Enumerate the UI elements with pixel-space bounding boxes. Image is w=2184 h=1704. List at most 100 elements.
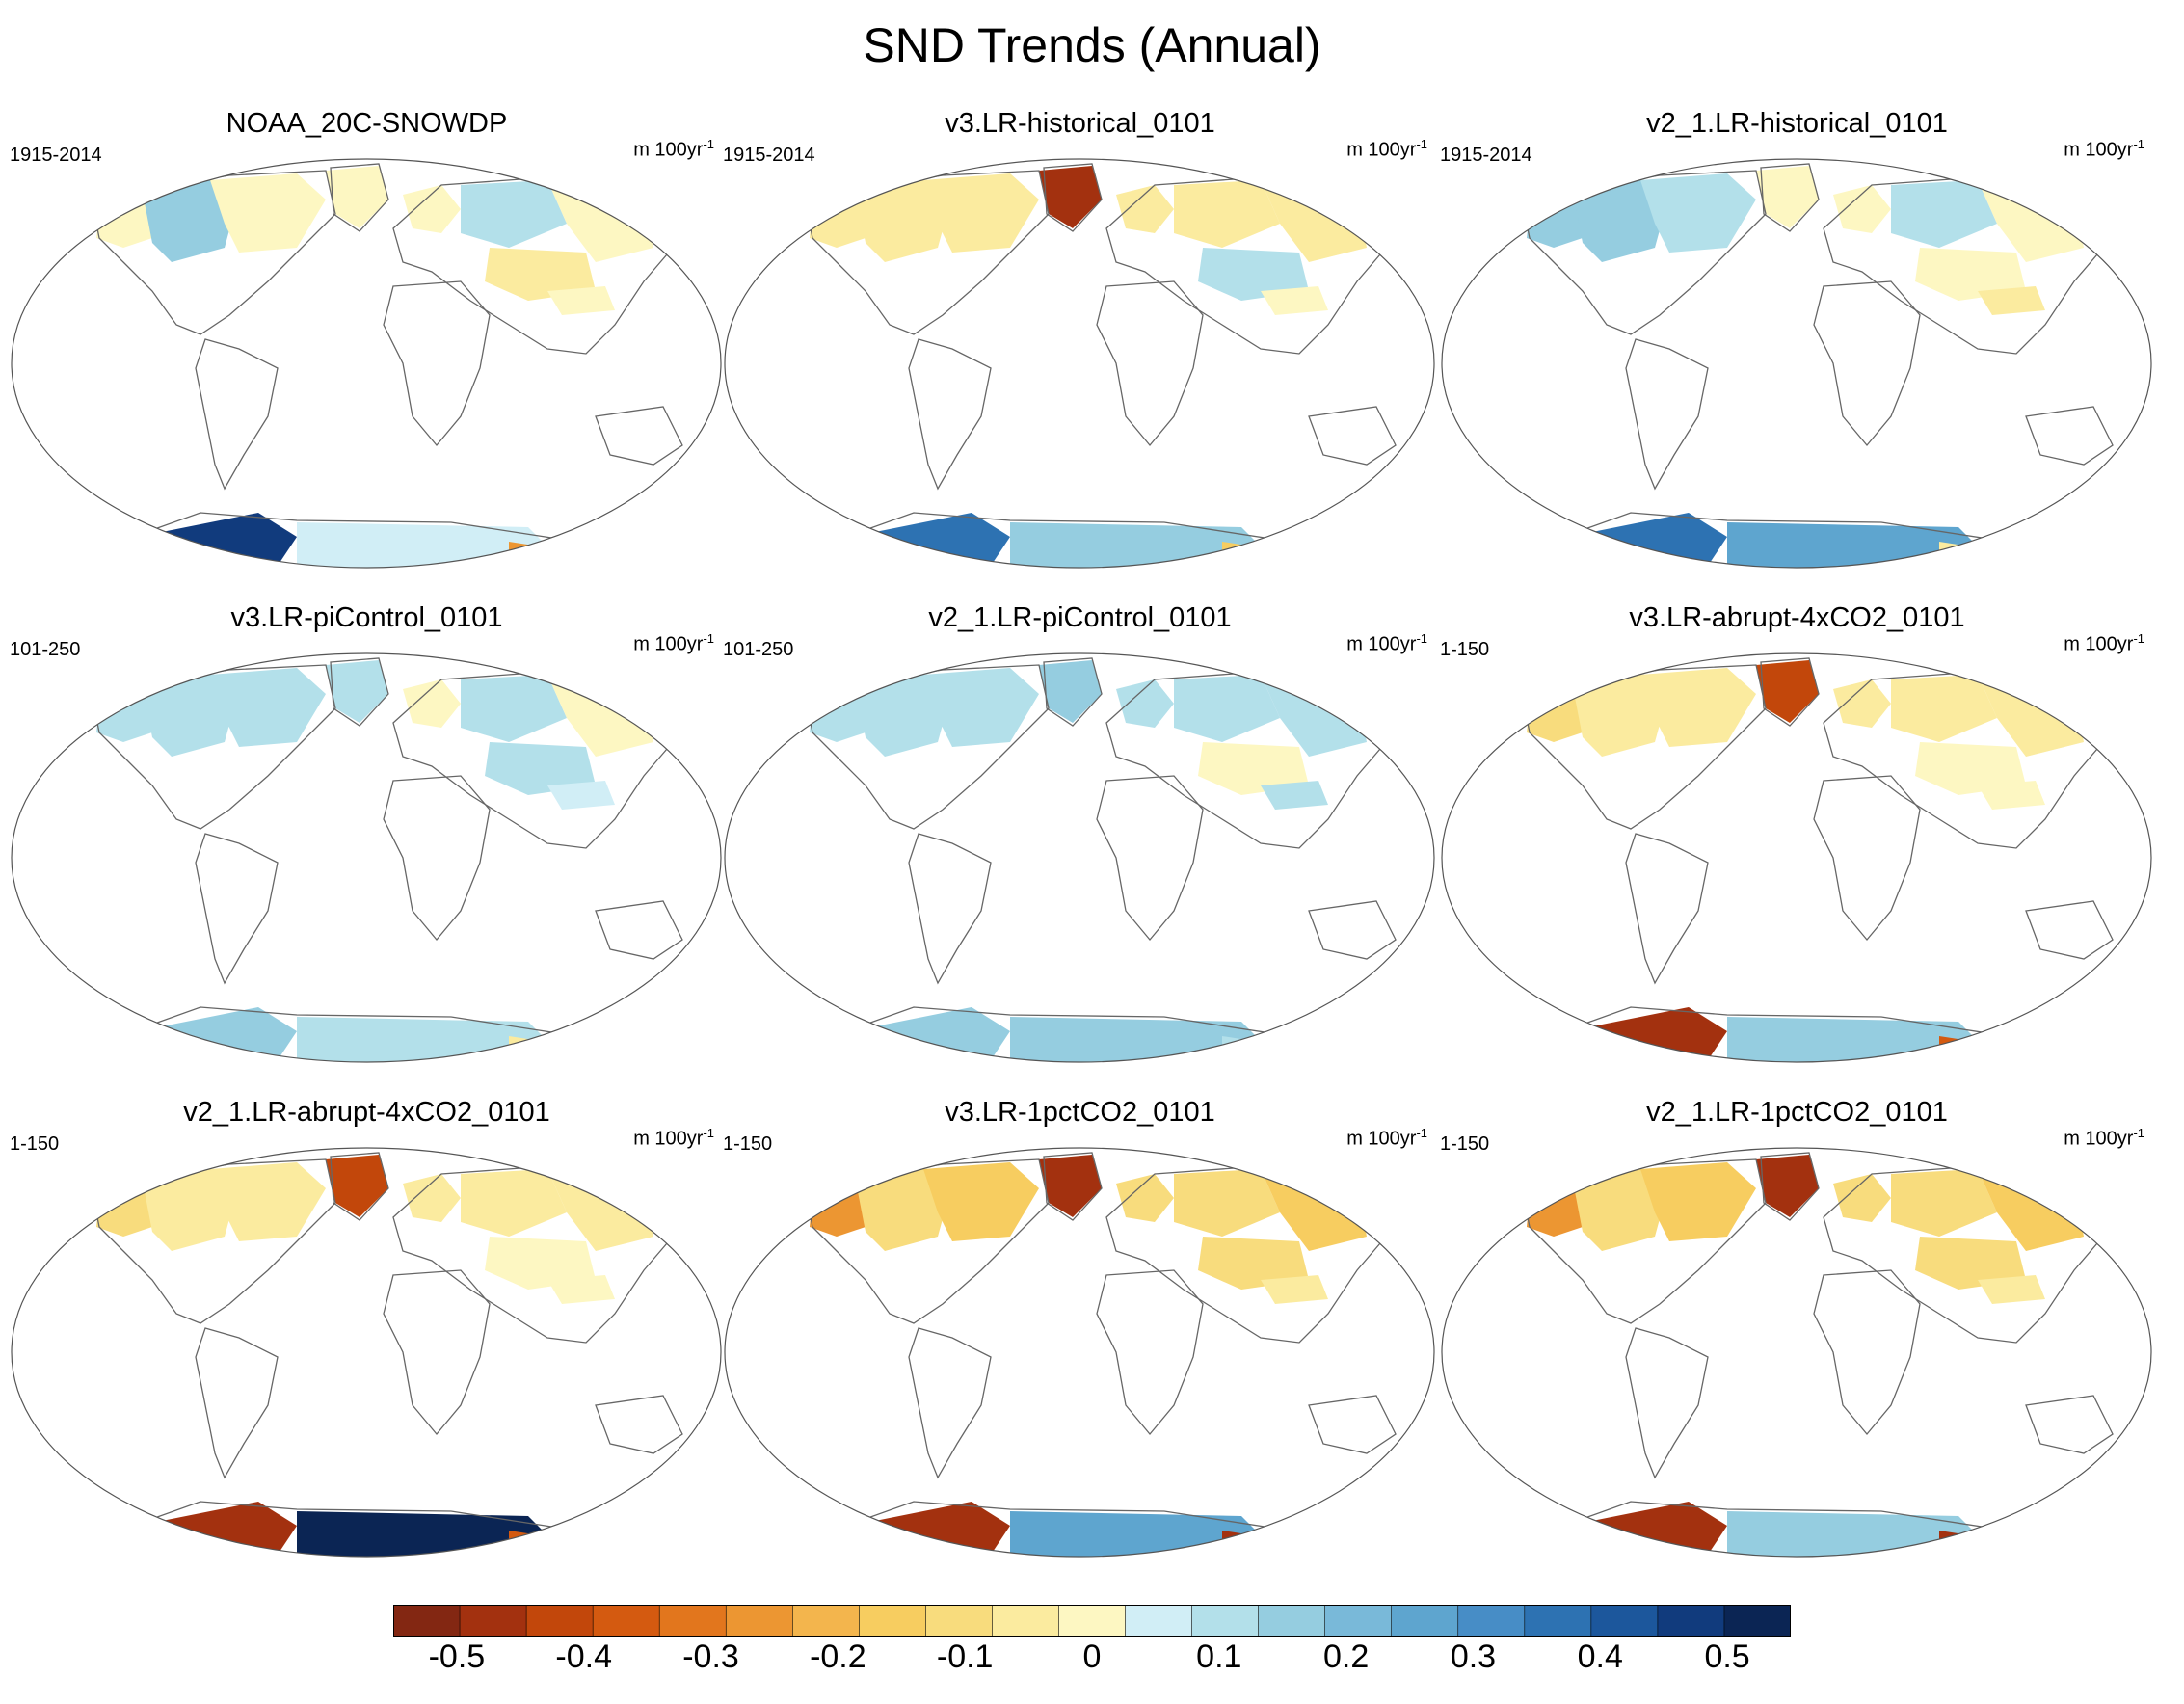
units-exponent: -1 — [703, 631, 714, 646]
map-body — [12, 159, 721, 568]
units-text: m 100yr — [1346, 633, 1417, 655]
coastline — [93, 1158, 336, 1324]
colorbar-swatch — [1524, 1605, 1592, 1637]
map-body — [725, 653, 1434, 1062]
coastline — [330, 657, 389, 727]
trend-region-canada_e — [1640, 173, 1756, 253]
trend-region-canada_e — [210, 668, 326, 747]
trend-region-siberia_w — [1174, 675, 1280, 742]
panel-title: v3.LR-1pctCO2_0101 — [945, 1097, 1215, 1128]
coastline — [1308, 1395, 1397, 1454]
colorbar-tick-label: -0.5 — [428, 1638, 486, 1675]
coastline — [1625, 1327, 1709, 1479]
trend-region-asia_c — [1198, 248, 1309, 301]
trend-region-greenland — [1756, 166, 1819, 228]
coastline — [383, 1269, 491, 1436]
panel-units: m 100yr-1 — [2064, 1126, 2144, 1151]
map-svg — [1441, 1147, 2152, 1558]
colorbar-tick-labels: -0.5 -0.4 -0.3 -0.2 -0.1 0 0.1 0.2 0.3 0.4 0.5 — [0, 1638, 2184, 1677]
coastline — [1760, 657, 1820, 727]
coastline — [1813, 1269, 1921, 1436]
colorbar-tick-label: 0.2 — [1322, 1638, 1370, 1675]
coastline — [840, 1006, 1300, 1062]
coastline — [1625, 338, 1709, 491]
panel-period: 101-250 — [723, 639, 794, 660]
map-body — [1442, 159, 2151, 568]
map-svg — [1441, 652, 2152, 1063]
trend-region-siberia_w — [461, 675, 567, 742]
panel-period: 1-150 — [1440, 639, 1490, 660]
colorbar-tick-label: -0.1 — [936, 1638, 994, 1675]
coastline — [195, 338, 279, 491]
map-boundary — [1441, 158, 2152, 569]
trend-region-greenland — [326, 660, 388, 723]
coastline — [2025, 1395, 2114, 1454]
coastline — [1813, 280, 1921, 447]
trend-region-scandinavia — [1833, 679, 1891, 728]
map-panel: v2_1.LR-piControl_0101 101-250 m 100yr-1 — [721, 602, 1439, 1084]
colorbar-tick-label: 0.4 — [1577, 1638, 1623, 1675]
units-exponent: -1 — [1416, 631, 1427, 646]
colorbar-swatch — [1657, 1605, 1725, 1637]
panel-period: 1-150 — [10, 1133, 60, 1155]
panel-units: m 100yr-1 — [1346, 631, 1427, 656]
colorbar-swatch — [593, 1605, 660, 1637]
trend-region-greenland — [1039, 660, 1102, 723]
units-exponent: -1 — [2133, 631, 2144, 646]
trend-region-greenland — [1756, 660, 1819, 723]
coastline — [330, 163, 389, 232]
units-text: m 100yr — [633, 1128, 704, 1150]
trend-region-canada_e — [1640, 668, 1756, 747]
units-text: m 100yr — [1346, 1128, 1417, 1150]
trend-region-siberia_w — [1891, 1169, 1997, 1237]
map-svg — [11, 652, 722, 1063]
trend-region-canada_e — [210, 173, 326, 253]
map-panel: v3.LR-historical_0101 1915-2014 m 100yr-1 — [721, 108, 1439, 590]
colorbar — [393, 1605, 1791, 1637]
colorbar-swatch — [460, 1605, 527, 1637]
map-panel: v3.LR-piControl_0101 101-250 m 100yr-1 — [8, 602, 726, 1084]
coastline — [1524, 664, 1767, 830]
units-text: m 100yr — [1346, 139, 1417, 161]
coastline — [1558, 512, 2017, 568]
trend-region-scandinavia — [1833, 1174, 1891, 1222]
units-text: m 100yr — [2064, 1128, 2134, 1150]
map-panel: v2_1.LR-1pctCO2_0101 1-150 m 100yr-1 — [1438, 1097, 2156, 1579]
coastline — [1760, 1152, 1820, 1221]
trend-region-asia_c — [485, 742, 596, 795]
trend-region-canada_e — [210, 1162, 326, 1241]
colorbar-swatch — [726, 1605, 793, 1637]
trend-region-asia_c — [1915, 1237, 2026, 1290]
coastline — [195, 1327, 279, 1479]
colorbar-tick-label: 0.3 — [1450, 1638, 1497, 1675]
map-boundary — [724, 652, 1435, 1063]
colorbar-swatch — [1590, 1605, 1659, 1637]
trend-region-asia_c — [1198, 742, 1309, 795]
map-svg — [1441, 158, 2152, 569]
trend-region-siberia_w — [1174, 1169, 1280, 1237]
panel-units: m 100yr-1 — [633, 137, 714, 162]
trend-region-tibet — [547, 781, 615, 810]
units-exponent: -1 — [1416, 1126, 1427, 1140]
colorbar-swatch — [992, 1605, 1059, 1637]
map-body — [12, 653, 721, 1062]
coastline — [93, 170, 336, 335]
panel-period: 1915-2014 — [10, 145, 102, 166]
colorbar-swatch — [659, 1605, 727, 1637]
trend-region-canada_e — [1640, 1162, 1756, 1241]
trend-region-scandinavia — [1116, 679, 1174, 728]
colorbar-swatch — [792, 1605, 860, 1637]
map-boundary — [11, 1147, 722, 1558]
coastline — [840, 1501, 1300, 1557]
map-boundary — [724, 158, 1435, 569]
colorbar-tick-label: 0.1 — [1196, 1638, 1242, 1675]
trend-region-canada_e — [923, 668, 1039, 747]
coastline — [1096, 1269, 1204, 1436]
coastline — [2025, 406, 2114, 466]
coastline — [127, 1501, 587, 1557]
coastline — [595, 406, 683, 466]
figure-title: SND Trends (Annual) — [863, 18, 1321, 72]
trend-region-canada_w — [856, 675, 952, 757]
panel-units: m 100yr-1 — [1346, 1126, 1427, 1151]
trend-region-scandinavia — [403, 679, 461, 728]
